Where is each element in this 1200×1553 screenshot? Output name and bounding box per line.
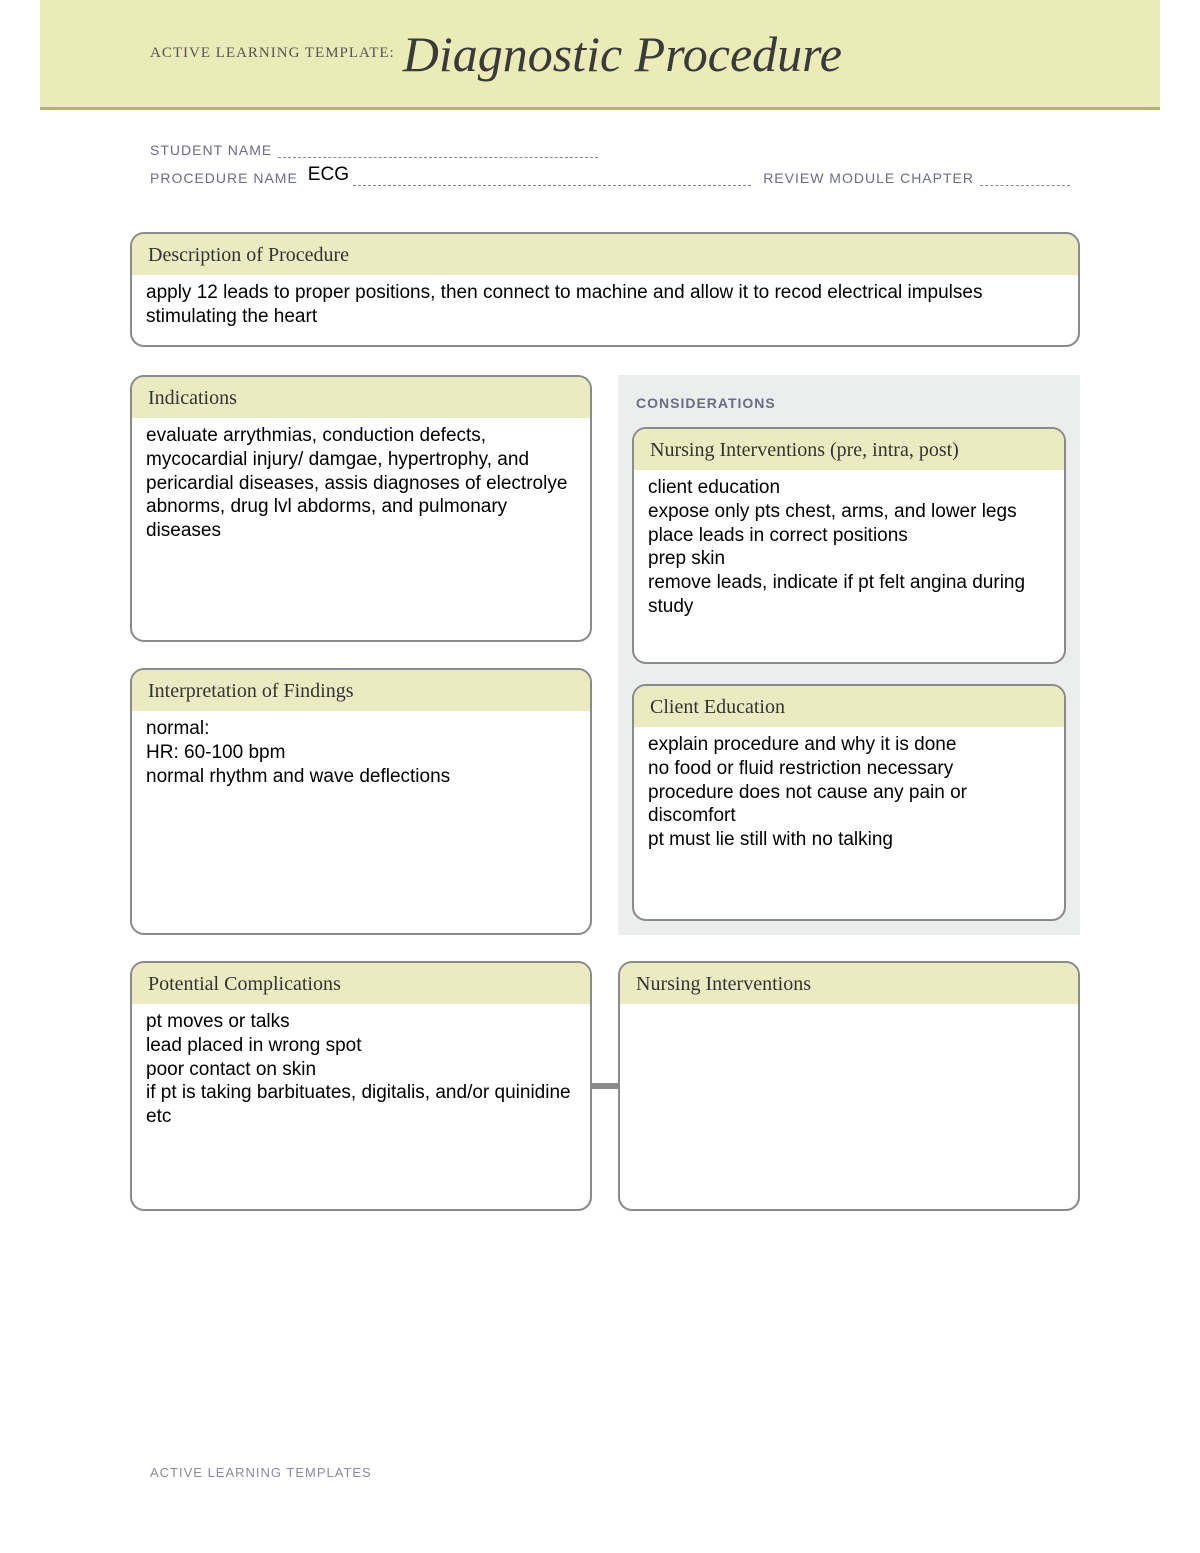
nursing-interventions-body <box>620 1004 1078 1184</box>
procedure-name-value: ECG <box>304 164 353 186</box>
review-module-label: REVIEW MODULE CHAPTER <box>763 170 974 186</box>
complications-title: Potential Complications <box>132 963 590 1004</box>
banner-prefix: ACTIVE LEARNING TEMPLATE: <box>150 45 395 62</box>
client-education-title: Client Education <box>634 686 1064 727</box>
footer-text: ACTIVE LEARNING TEMPLATES <box>150 1465 372 1480</box>
interpretation-title: Interpretation of Findings <box>132 670 590 711</box>
banner: ACTIVE LEARNING TEMPLATE: Diagnostic Pro… <box>40 0 1160 110</box>
complications-box: Potential Complications pt moves or talk… <box>130 961 592 1211</box>
complications-body: pt moves or talkslead placed in wrong sp… <box>132 1004 590 1184</box>
nursing-pre-title: Nursing Interventions (pre, intra, post) <box>634 429 1064 470</box>
nursing-pre-box: Nursing Interventions (pre, intra, post)… <box>632 427 1066 664</box>
client-education-box: Client Education explain procedure and w… <box>632 684 1066 921</box>
description-body: apply 12 leads to proper positions, then… <box>132 275 1078 345</box>
description-box: Description of Procedure apply 12 leads … <box>130 232 1080 347</box>
student-name-line <box>278 140 598 158</box>
nursing-interventions-title: Nursing Interventions <box>620 963 1078 1004</box>
nursing-interventions-box: Nursing Interventions <box>618 961 1080 1211</box>
meta-block: STUDENT NAME PROCEDURE NAME ECG REVIEW M… <box>40 110 1160 202</box>
considerations-label: CONSIDERATIONS <box>636 395 1062 411</box>
considerations-panel: CONSIDERATIONS Nursing Interventions (pr… <box>618 375 1080 935</box>
review-module-line <box>980 168 1070 186</box>
description-title: Description of Procedure <box>132 234 1078 275</box>
interpretation-box: Interpretation of Findings normal:HR: 60… <box>130 668 592 935</box>
indications-body: evaluate arrythmias, conduction defects,… <box>132 418 590 598</box>
interpretation-body: normal:HR: 60-100 bpmnormal rhythm and w… <box>132 711 590 891</box>
student-name-label: STUDENT NAME <box>150 142 272 158</box>
procedure-name-line <box>353 168 751 186</box>
indications-box: Indications evaluate arrythmias, conduct… <box>130 375 592 642</box>
procedure-name-label: PROCEDURE NAME <box>150 170 298 186</box>
nursing-pre-body: client educationexpose only pts chest, a… <box>634 470 1064 650</box>
client-education-body: explain procedure and why it is doneno f… <box>634 727 1064 907</box>
banner-title: Diagnostic Procedure <box>403 25 842 83</box>
indications-title: Indications <box>132 377 590 418</box>
